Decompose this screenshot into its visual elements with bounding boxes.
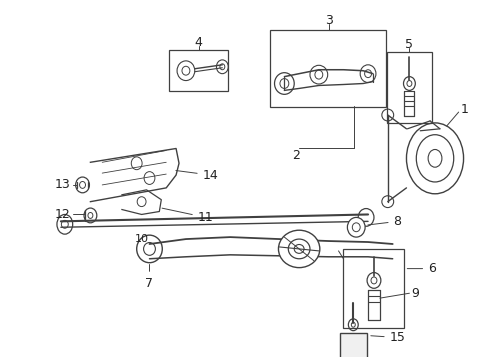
Bar <box>343 249 404 328</box>
Text: 8: 8 <box>367 215 401 228</box>
Ellipse shape <box>76 177 89 193</box>
Text: 13: 13 <box>55 179 71 192</box>
Text: 4: 4 <box>194 36 202 49</box>
Polygon shape <box>122 190 161 215</box>
Ellipse shape <box>278 230 319 267</box>
Text: 2: 2 <box>292 149 300 162</box>
Text: 1: 1 <box>460 103 468 116</box>
Text: 7: 7 <box>145 265 153 290</box>
Text: 14: 14 <box>176 168 218 181</box>
Text: 10: 10 <box>134 234 148 244</box>
Text: 6: 6 <box>407 262 435 275</box>
Bar <box>339 333 366 360</box>
Text: 15: 15 <box>370 331 405 344</box>
Ellipse shape <box>346 217 365 237</box>
Ellipse shape <box>137 235 162 263</box>
Bar <box>386 52 431 123</box>
Text: 12: 12 <box>55 208 71 221</box>
Polygon shape <box>90 148 179 202</box>
Bar <box>169 50 228 91</box>
Ellipse shape <box>84 208 97 223</box>
Text: 5: 5 <box>405 38 412 51</box>
Text: 3: 3 <box>324 14 332 27</box>
Ellipse shape <box>288 239 309 259</box>
Bar <box>269 30 385 107</box>
Text: 9: 9 <box>410 287 418 300</box>
Text: 11: 11 <box>162 208 213 224</box>
